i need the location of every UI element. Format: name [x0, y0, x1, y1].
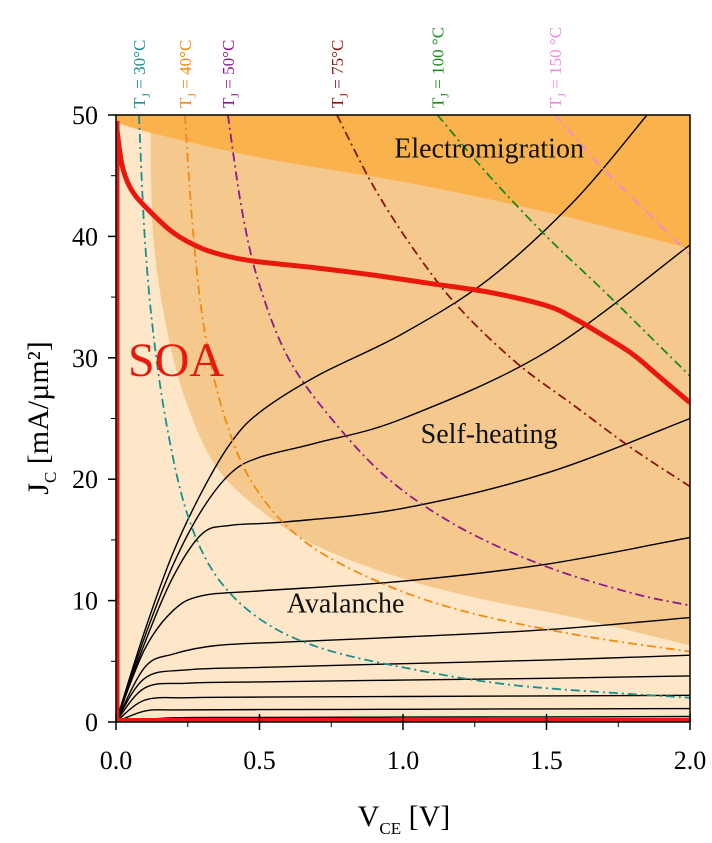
isotherm-label-5: TJ = 100 °C	[428, 27, 451, 108]
isotherm-5	[436, 115, 690, 377]
isotherm-label-1: TJ = 30°C	[130, 40, 153, 108]
output-curve-7	[116, 536, 690, 722]
region-label-avalanche: Avalanche	[287, 589, 405, 620]
y-tick-label: 50	[72, 101, 98, 130]
isotherm-4	[336, 115, 690, 488]
x-axis-title: VCE [V]	[358, 800, 451, 838]
isotherm-label-2: TJ = 40°C	[176, 40, 199, 108]
soa-boundary	[116, 120, 690, 405]
y-tick-label: 20	[72, 465, 98, 494]
isotherm-2	[184, 115, 690, 653]
output-curves	[116, 115, 690, 722]
isotherm-label-4: TJ = 75°C	[328, 40, 351, 108]
y-tick-label: 0	[85, 708, 98, 737]
isotherm-6	[554, 115, 690, 256]
axis-ticks: 0.0 0.5 1.0 1.5 2.0 0 10 20 30 40 50	[72, 101, 706, 775]
output-curve-2	[116, 707, 690, 722]
output-curve-8	[116, 417, 690, 722]
chart-labels: Electromigration Self-heating Avalanche SOA…	[22, 27, 584, 838]
y-tick-label: 30	[72, 344, 98, 373]
y-axis-title: JC [mA/µm²]	[22, 341, 60, 494]
x-tick-label: 1.0	[387, 746, 420, 775]
x-tick-label: 0.0	[100, 746, 133, 775]
y-tick-label: 40	[72, 222, 98, 251]
output-curve-4	[116, 675, 690, 722]
output-curve-3	[116, 694, 690, 722]
soa-label: SOA	[128, 334, 224, 387]
region-electromigration	[116, 115, 690, 249]
output-curve-10	[116, 115, 648, 722]
x-tick-label: 2.0	[674, 746, 707, 775]
output-curve-5	[116, 654, 690, 722]
region-label-self-heating: Self-heating	[421, 419, 558, 450]
output-curve-1	[116, 715, 690, 722]
isotherm-label-6: TJ = 150 °C	[546, 27, 569, 108]
x-tick-label: 0.5	[243, 746, 276, 775]
y-tick-label: 10	[72, 587, 98, 616]
isotherm-3	[227, 115, 690, 607]
isotherm-1	[138, 115, 690, 699]
isotherm-label-3: TJ = 50°C	[219, 40, 242, 108]
isotherm-curves	[138, 115, 690, 699]
region-self-heating	[150, 115, 690, 646]
region-label-electromigration: Electromigration	[394, 133, 584, 164]
x-tick-label: 1.5	[530, 746, 563, 775]
output-curve-9	[116, 244, 690, 722]
